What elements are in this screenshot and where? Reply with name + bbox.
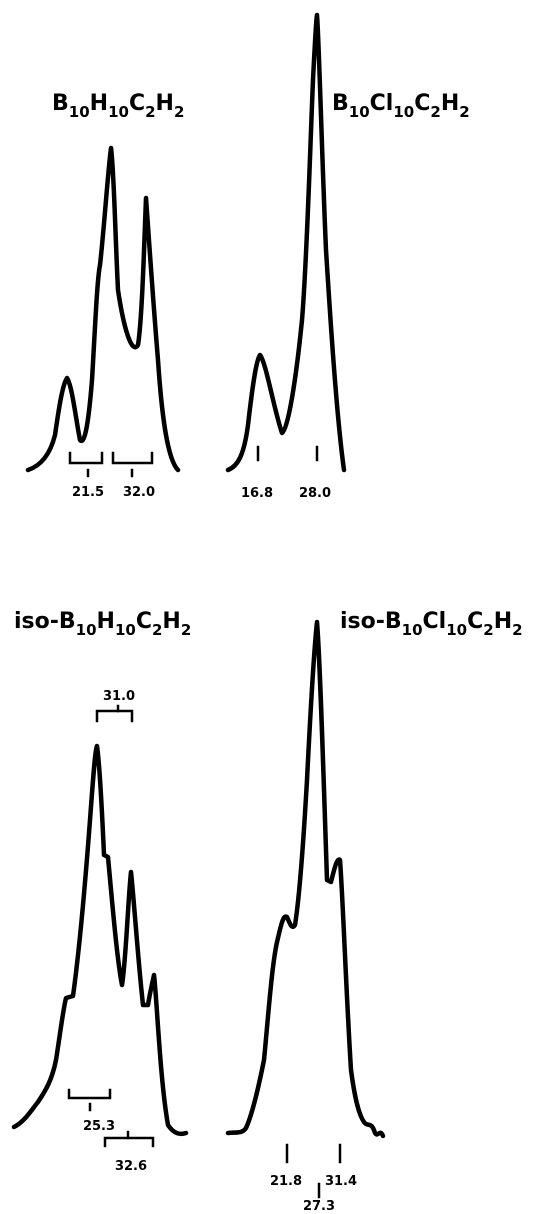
title-part: H bbox=[156, 91, 174, 116]
title-part: iso-B bbox=[14, 609, 76, 634]
title-part: C bbox=[129, 91, 145, 116]
title-part: H bbox=[441, 91, 459, 116]
title-part: Cl bbox=[423, 609, 447, 634]
pair-bracket bbox=[68, 451, 104, 465]
peak-label: 21.5 bbox=[72, 485, 104, 500]
panel-b10h10c2h2: B10H10C2H2 21.5 32.0 bbox=[25, 91, 184, 500]
title-part: C bbox=[467, 609, 483, 634]
title-part: 10 bbox=[108, 103, 129, 121]
bracket-25-3: 25.3 bbox=[67, 1088, 115, 1134]
panel-title: B10Cl10C2H2 bbox=[332, 91, 470, 121]
peak-label: 32.6 bbox=[115, 1159, 147, 1174]
peak-label: 28.0 bbox=[299, 486, 331, 501]
panel-b10cl10c2h2: B10Cl10C2H2 16.8 28.0 bbox=[225, 12, 470, 501]
pair-bracket bbox=[67, 1088, 112, 1100]
bracket-32-6: 32.6 bbox=[103, 1130, 155, 1174]
panel-title: iso-B10Cl10C2H2 bbox=[340, 609, 523, 639]
spectrum-trace bbox=[225, 12, 347, 473]
spectrum-trace bbox=[11, 743, 189, 1137]
peak-label: 31.4 bbox=[325, 1174, 357, 1189]
title-part: 2 bbox=[512, 621, 522, 639]
title-part: iso-B bbox=[340, 609, 402, 634]
title-part: H bbox=[162, 609, 180, 634]
peak-label: 25.3 bbox=[83, 1119, 115, 1134]
title-part: 2 bbox=[181, 621, 191, 639]
bracket-21-5: 21.5 bbox=[68, 451, 104, 500]
panel-title: iso-B10H10C2H2 bbox=[14, 609, 191, 639]
bracket-31-0: 31.0 bbox=[95, 689, 135, 723]
title-part: 10 bbox=[69, 103, 90, 121]
peak-label: 32.0 bbox=[123, 485, 155, 500]
peak-label: 16.8 bbox=[241, 486, 273, 501]
title-part: 10 bbox=[446, 621, 467, 639]
panel-iso-b10cl10c2h2: iso-B10Cl10C2H2 21.8 31.4 27.3 bbox=[225, 609, 523, 1214]
panel-iso-b10h10c2h2: iso-B10H10C2H2 31.0 25.3 32.6 bbox=[11, 609, 191, 1174]
title-part: H bbox=[494, 609, 512, 634]
panel-title: B10H10C2H2 bbox=[52, 91, 184, 121]
spectrum-trace bbox=[25, 145, 181, 473]
peak-label: 31.0 bbox=[103, 689, 135, 704]
title-part: H bbox=[97, 609, 115, 634]
title-part: Cl bbox=[370, 91, 394, 116]
peak-label: 21.8 bbox=[270, 1174, 302, 1189]
title-part: 10 bbox=[349, 103, 370, 121]
title-part: 2 bbox=[459, 103, 469, 121]
title-part: 10 bbox=[393, 103, 414, 121]
title-part: B bbox=[52, 91, 69, 116]
title-part: 2 bbox=[174, 103, 184, 121]
peak-label: 27.3 bbox=[303, 1199, 335, 1214]
spectrum-trace bbox=[225, 619, 386, 1139]
pair-bracket bbox=[95, 709, 134, 723]
title-part: C bbox=[414, 91, 430, 116]
title-part: H bbox=[90, 91, 108, 116]
title-part: 10 bbox=[402, 621, 423, 639]
title-part: 2 bbox=[145, 103, 155, 121]
title-part: B bbox=[332, 91, 349, 116]
title-part: 2 bbox=[152, 621, 162, 639]
title-part: 2 bbox=[430, 103, 440, 121]
title-part: 10 bbox=[115, 621, 136, 639]
bracket-32-0: 32.0 bbox=[111, 451, 155, 500]
title-part: 2 bbox=[483, 621, 493, 639]
pair-bracket bbox=[111, 451, 154, 465]
title-part: C bbox=[136, 609, 152, 634]
title-part: 10 bbox=[76, 621, 97, 639]
